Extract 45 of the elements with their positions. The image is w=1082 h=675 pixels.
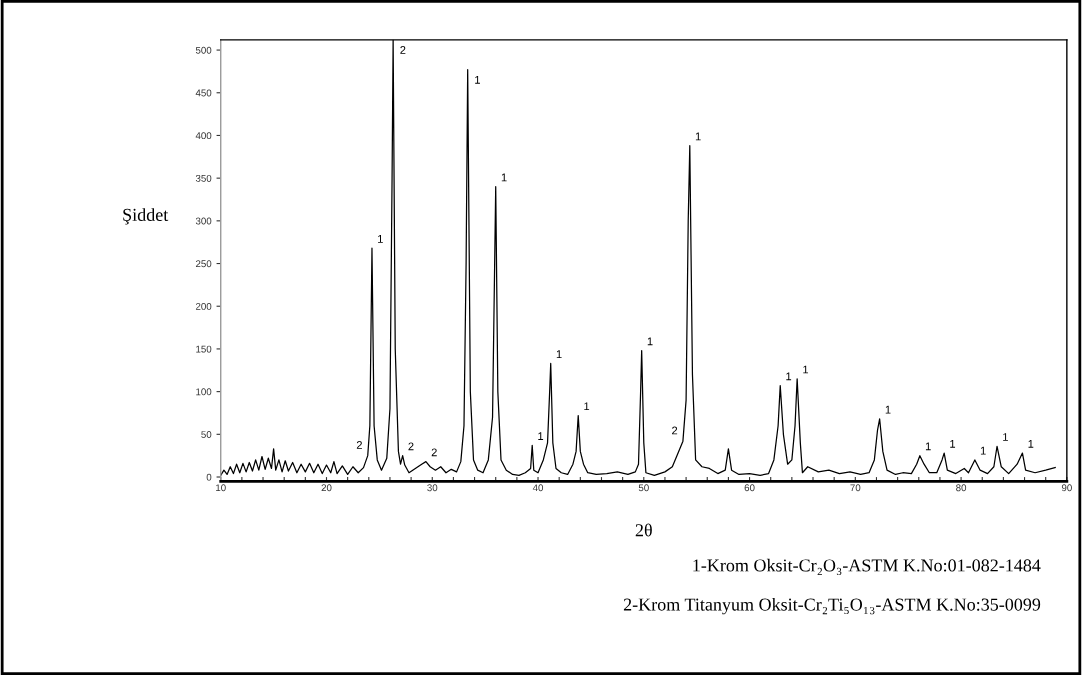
y-tick-label: 100 [196, 388, 212, 396]
annotation: 2 [672, 426, 678, 435]
y-tick-label: 350 [195, 174, 212, 182]
annotation: 1 [925, 442, 931, 451]
x-tick-label: 10 [216, 484, 226, 492]
x-tick-label: 90 [1061, 484, 1072, 492]
x-axis-title: 2θ [635, 523, 652, 537]
annotation: 1 [378, 235, 383, 243]
annotation: 2 [408, 442, 414, 451]
y-tick-label: 400 [195, 132, 212, 140]
annotation: 1 [885, 405, 891, 414]
annotation: 1 [1028, 439, 1034, 448]
y-tick-label: 150 [196, 345, 212, 353]
annotation: 1 [538, 432, 544, 440]
annotation: 1 [647, 337, 653, 346]
annotation: 1 [950, 439, 956, 448]
x-tick-label: 60 [744, 484, 755, 492]
x-tick-label: 80 [956, 484, 967, 492]
x-tick-label: 40 [532, 484, 544, 492]
y-tick-label: 300 [195, 217, 212, 225]
y-tick-label: 450 [195, 89, 212, 97]
y-tick-label: 0 [206, 473, 212, 481]
x-tick-label: 30 [427, 484, 438, 492]
annotation: 1 [786, 372, 792, 381]
y-tick-label: 500 [195, 46, 212, 54]
annotation: 1 [501, 173, 507, 182]
x-tick-label: 70 [850, 484, 861, 492]
annotation: 2 [431, 448, 437, 457]
y-tick-label: 50 [201, 431, 212, 438]
annotation: 2 [400, 46, 406, 54]
annotation: 1 [1003, 433, 1008, 441]
text: 2-Krom Titanyum Oksit-Cr₂Ti₅O₁₃-ASTM K.No:35-0099 [623, 597, 1041, 615]
annotation: 2 [356, 441, 362, 449]
y-tick-label: 200 [195, 302, 212, 310]
text: 1-Krom Oksit-Cr₂O₃-ASTM K.No:01-082-1484 [693, 558, 1041, 576]
x-tick-label: 50 [638, 484, 649, 492]
annotation: 1 [584, 402, 590, 411]
y-tick-label: 250 [195, 260, 212, 268]
x-tick-label: 20 [321, 484, 332, 492]
annotation: 1 [980, 446, 986, 455]
annotation: 1 [475, 76, 480, 84]
annotation: 1 [695, 132, 701, 141]
y-axis-title: Şiddet [123, 208, 169, 225]
annotation: 1 [556, 350, 562, 358]
annotation: 1 [803, 365, 809, 374]
